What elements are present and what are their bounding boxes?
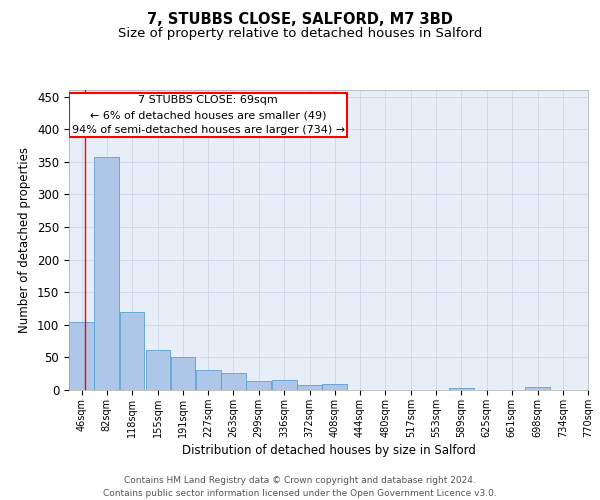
Bar: [246, 381, 271, 390]
Bar: [69, 322, 94, 390]
FancyBboxPatch shape: [69, 94, 347, 137]
Bar: [526, 388, 550, 390]
Bar: [272, 380, 297, 390]
Bar: [322, 384, 347, 390]
Text: 7 STUBBS CLOSE: 69sqm
← 6% of detached houses are smaller (49)
94% of semi-detac: 7 STUBBS CLOSE: 69sqm ← 6% of detached h…: [71, 96, 345, 135]
Bar: [449, 388, 474, 390]
Text: Contains HM Land Registry data © Crown copyright and database right 2024.
Contai: Contains HM Land Registry data © Crown c…: [103, 476, 497, 498]
Text: 7, STUBBS CLOSE, SALFORD, M7 3BD: 7, STUBBS CLOSE, SALFORD, M7 3BD: [147, 12, 453, 28]
Bar: [298, 386, 322, 390]
Bar: [196, 370, 221, 390]
Bar: [146, 350, 170, 390]
Bar: [221, 373, 245, 390]
Y-axis label: Number of detached properties: Number of detached properties: [19, 147, 31, 333]
Bar: [171, 358, 196, 390]
Bar: [119, 312, 144, 390]
X-axis label: Distribution of detached houses by size in Salford: Distribution of detached houses by size …: [182, 444, 475, 457]
Bar: [94, 157, 119, 390]
Text: Size of property relative to detached houses in Salford: Size of property relative to detached ho…: [118, 28, 482, 40]
